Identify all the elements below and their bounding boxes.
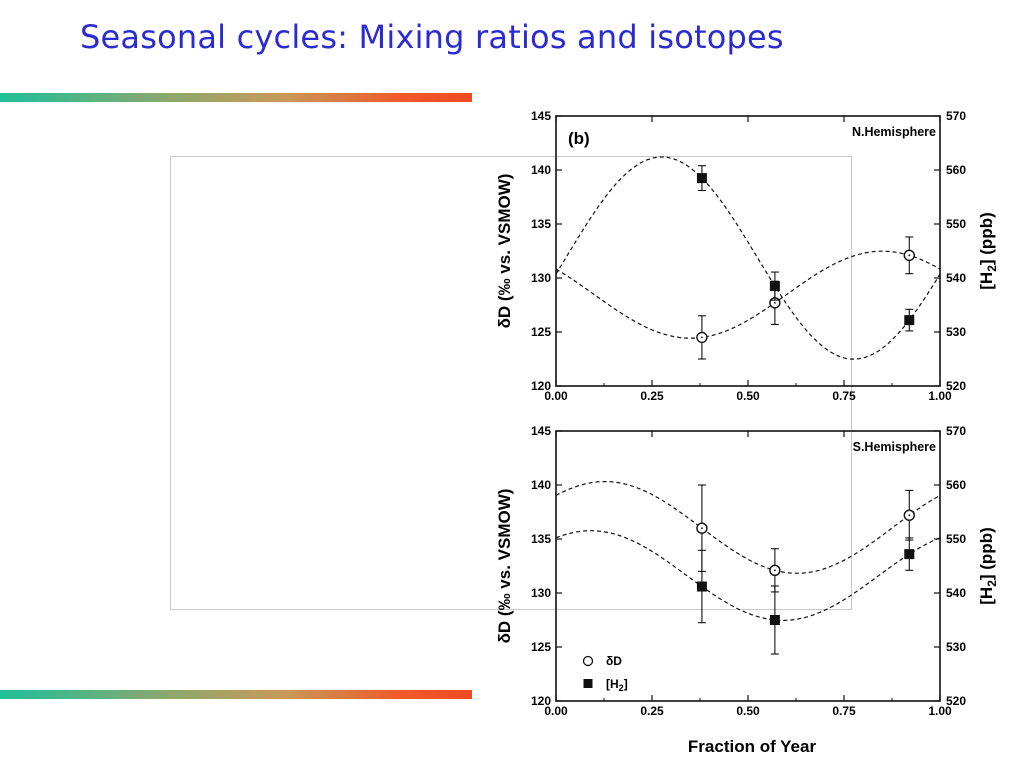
embedded-object-frame xyxy=(170,156,852,610)
y-axis-label-right: [H2] (ppb) xyxy=(977,212,999,290)
panel-label: (b) xyxy=(568,129,590,148)
y-tick-label-right: 520 xyxy=(946,379,966,393)
seasonal-cycle-figure: 0.00 0.25 0.50 0.75 1.00 120 125 130 135 140 145 52… xyxy=(495,109,999,756)
y-tick-label-left: 135 xyxy=(531,217,551,231)
y-tick-label-left: 120 xyxy=(531,694,551,708)
y-axis-label-right: [H2] (ppb) xyxy=(977,527,999,605)
y-tick-label-right: 570 xyxy=(946,109,966,123)
y-tick-label-left: 125 xyxy=(531,325,551,339)
x-tick-label: 0.75 xyxy=(832,389,856,403)
data-point-dD-center xyxy=(908,514,911,517)
data-point-h2 xyxy=(769,281,780,292)
data-point-h2 xyxy=(696,581,707,592)
y-tick-label-right: 560 xyxy=(946,163,966,177)
y-tick-label-right: 540 xyxy=(946,271,966,285)
x-tick-label: 1.00 xyxy=(928,389,952,403)
y-tick-label-left: 145 xyxy=(531,424,551,438)
data-point-h2 xyxy=(904,315,915,326)
y-tick-label-left: 140 xyxy=(531,163,551,177)
x-tick-label: 0.50 xyxy=(736,389,760,403)
top-gradient-divider xyxy=(0,93,472,102)
legend-marker-dD xyxy=(582,655,594,667)
data-point-dD-center xyxy=(908,254,911,257)
x-tick-label: 0.50 xyxy=(736,704,760,718)
panel-hemisphere-title: S.Hemisphere xyxy=(853,440,936,454)
legend-label-dD: δD xyxy=(606,654,622,668)
x-tick-label: 0.25 xyxy=(640,389,664,403)
y-tick-label-left: 135 xyxy=(531,532,551,546)
fit-curve-dD xyxy=(555,250,941,339)
y-tick-label-left: 145 xyxy=(531,109,551,123)
x-tick-label: 0.00 xyxy=(544,704,568,718)
y-tick-label-left: 125 xyxy=(531,640,551,654)
y-tick-label-right: 550 xyxy=(946,217,966,231)
y-tick-label-right: 560 xyxy=(946,478,966,492)
x-axis-label: Fraction of Year xyxy=(688,737,817,756)
data-point-dD-center xyxy=(773,569,776,572)
data-point-dD-center xyxy=(701,527,703,530)
y-tick-label-right: 570 xyxy=(946,424,966,438)
fit-curve-h2 xyxy=(555,530,941,621)
fit-curve-h2 xyxy=(555,156,941,360)
y-axis-label-left: δD (‰ vs. VSMOW) xyxy=(495,174,514,329)
x-tick-label: 1.00 xyxy=(928,704,952,718)
y-tick-label-left: 130 xyxy=(531,271,551,285)
n-hemisphere-panel: 0.00 0.25 0.50 0.75 1.00 120 125 130 135 140 145 52… xyxy=(495,109,999,403)
panel-hemisphere-title: N.Hemisphere xyxy=(852,125,936,139)
y-axis-label-left: δD (‰ vs. VSMOW) xyxy=(495,489,514,644)
y-tick-label-left: 120 xyxy=(531,379,551,393)
data-point-h2 xyxy=(904,549,915,560)
bottom-gradient-divider xyxy=(0,690,472,699)
data-point-h2 xyxy=(769,615,780,625)
data-point-h2 xyxy=(696,173,707,184)
y-tick-label-right: 530 xyxy=(946,325,966,339)
slide-title: Seasonal cycles: Mixing ratios and isoto… xyxy=(80,18,784,56)
data-point-dD-center xyxy=(701,336,703,339)
y-tick-label-left: 130 xyxy=(531,586,551,600)
y-tick-label-right: 540 xyxy=(946,586,966,600)
x-tick-label: 0.75 xyxy=(832,704,856,718)
y-tick-label-left: 140 xyxy=(531,478,551,492)
y-tick-label-right: 520 xyxy=(946,694,966,708)
data-point-dD-center xyxy=(773,301,776,304)
x-tick-label: 0.25 xyxy=(640,704,664,718)
x-tick-label: 0.00 xyxy=(544,389,568,403)
fit-curve-dD xyxy=(555,481,941,574)
s-hemisphere-panel: 0.00 0.25 0.50 0.75 1.00 120 125 130 135 140 145 52… xyxy=(495,424,999,718)
y-tick-label-right: 550 xyxy=(946,532,966,546)
legend-marker-h2 xyxy=(583,679,593,688)
y-tick-label-right: 530 xyxy=(946,640,966,654)
legend-label-h2: [H2] xyxy=(606,677,628,693)
